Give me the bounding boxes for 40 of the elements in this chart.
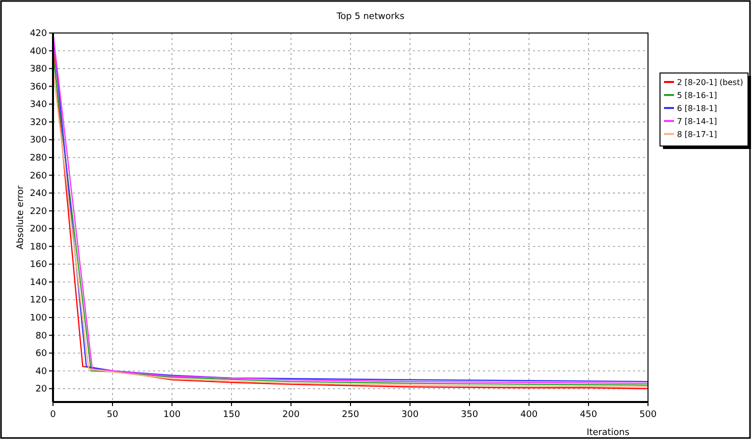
y-tick-label: 120 bbox=[30, 296, 48, 306]
y-tick-label: 240 bbox=[30, 189, 48, 200]
x-axis-title: Iterations bbox=[586, 428, 630, 438]
x-tick-label: 450 bbox=[580, 410, 598, 420]
y-tick-label: 420 bbox=[30, 29, 48, 39]
y-tick-label: 320 bbox=[30, 118, 48, 128]
x-tick-label: 250 bbox=[342, 410, 360, 420]
legend-label: 7 [8-14-1] bbox=[677, 117, 718, 126]
y-tick-label: 140 bbox=[30, 278, 48, 288]
x-tick-label: 200 bbox=[282, 410, 300, 420]
x-tick-label: 150 bbox=[222, 410, 240, 420]
y-tick-label: 200 bbox=[30, 224, 48, 235]
x-tick-label: 400 bbox=[520, 410, 538, 420]
y-tick-label: 280 bbox=[30, 153, 48, 164]
y-tick-label: 160 bbox=[30, 260, 48, 270]
y-tick-label: 360 bbox=[30, 82, 48, 92]
y-tick-label: 340 bbox=[30, 100, 48, 110]
legend-label: 2 [8-20-1] (best) bbox=[677, 78, 744, 87]
y-tick-label: 100 bbox=[30, 314, 48, 324]
y-axis-title: Absolute error bbox=[16, 185, 26, 250]
y-tick-label: 400 bbox=[30, 46, 48, 57]
y-tick-label: 300 bbox=[30, 136, 48, 146]
y-tick-label: 380 bbox=[30, 64, 48, 75]
legend-label: 5 [8-16-1] bbox=[677, 91, 718, 100]
y-tick-label: 260 bbox=[30, 171, 48, 182]
x-tick-label: 50 bbox=[106, 410, 118, 420]
y-tick-label: 40 bbox=[36, 366, 48, 377]
y-tick-label: 60 bbox=[36, 349, 48, 360]
x-tick-label: 0 bbox=[50, 410, 56, 420]
y-tick-label: 20 bbox=[36, 384, 48, 395]
x-tick-label: 500 bbox=[639, 410, 657, 420]
y-tick-label: 80 bbox=[36, 331, 48, 342]
y-tick-label: 220 bbox=[30, 206, 48, 217]
x-tick-label: 300 bbox=[401, 410, 419, 420]
legend-label: 8 [8-17-1] bbox=[677, 130, 718, 139]
x-tick-label: 350 bbox=[460, 410, 478, 420]
legend-label: 6 [8-18-1] bbox=[677, 104, 718, 113]
x-tick-label: 100 bbox=[163, 410, 181, 420]
chart-title: Top 5 networks bbox=[336, 12, 405, 22]
y-tick-label: 180 bbox=[30, 242, 48, 252]
